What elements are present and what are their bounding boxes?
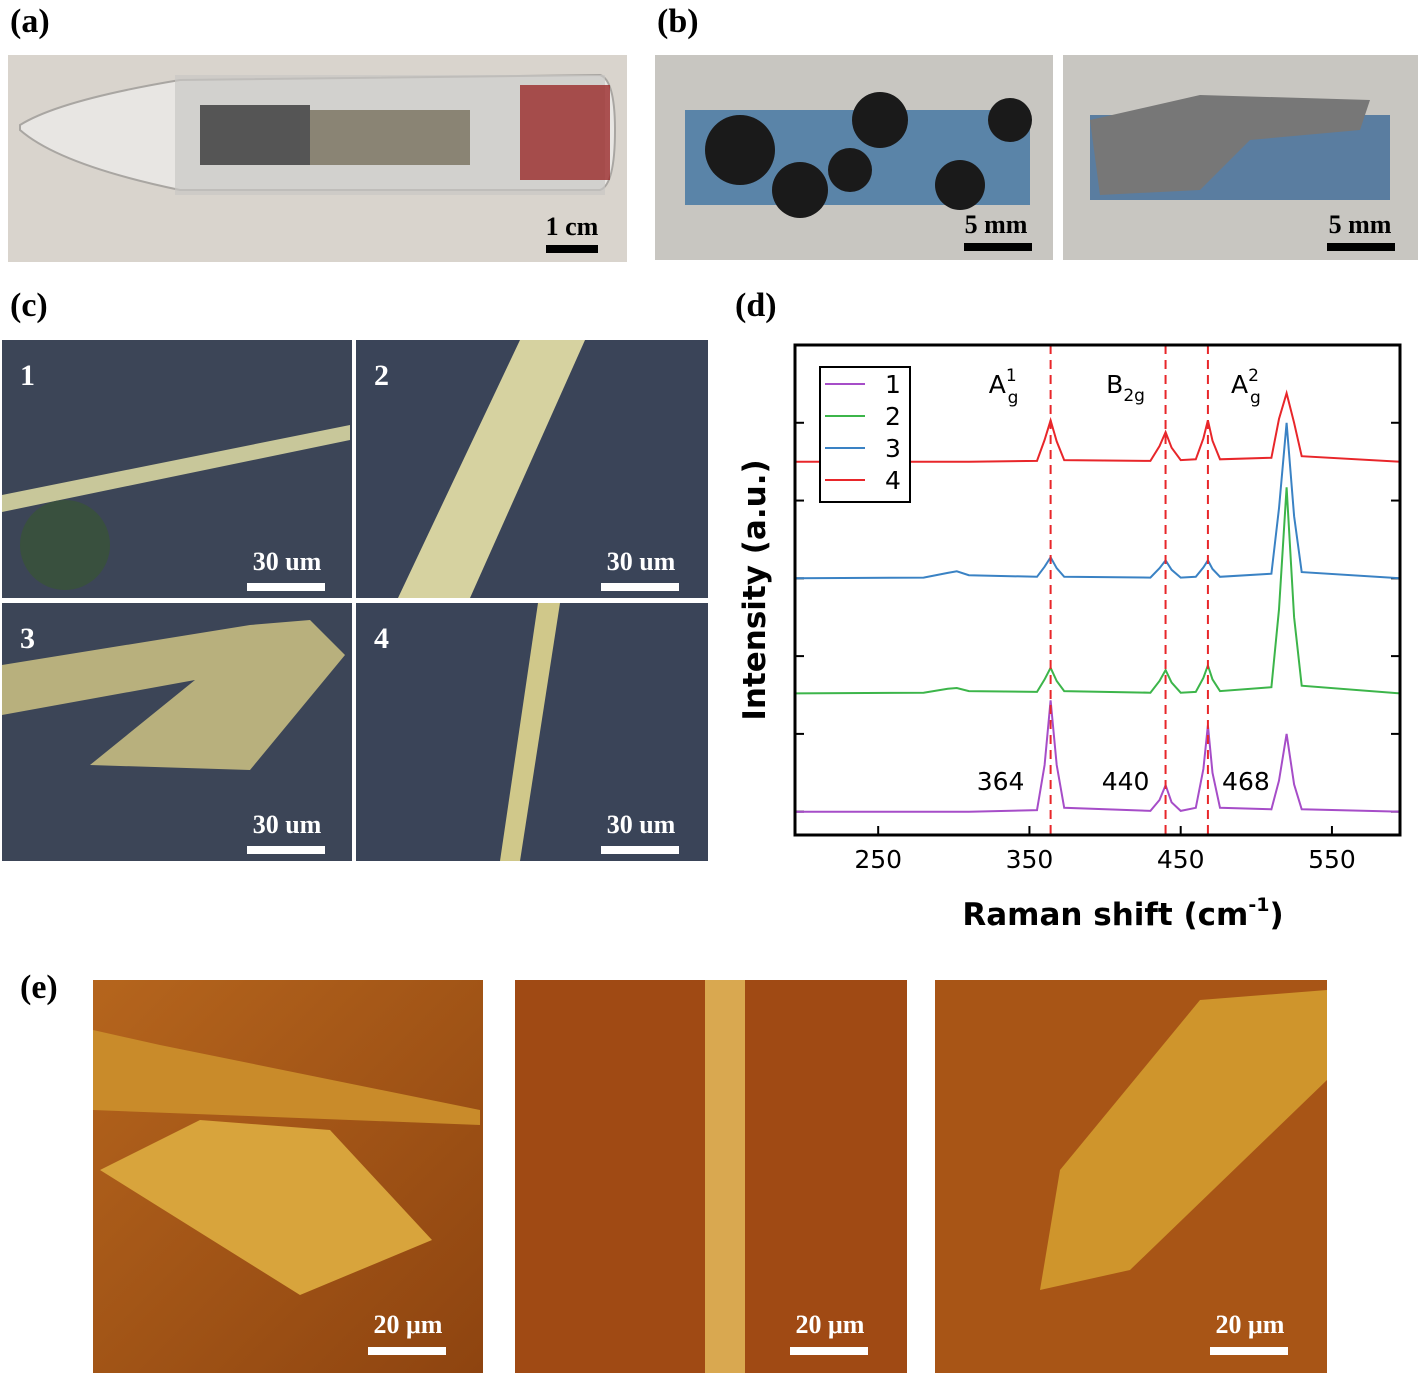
panel-label: (e) xyxy=(20,969,58,1006)
scale-bar xyxy=(247,583,325,591)
mode-base: B xyxy=(1106,370,1123,399)
mode-sub: g xyxy=(1250,388,1261,408)
photo-substrate xyxy=(655,55,1418,260)
x-axis-title: Raman shift (cm-1) xyxy=(962,894,1283,933)
scale-bar xyxy=(790,1347,868,1355)
mode-sub: 2g xyxy=(1123,386,1145,406)
scale-bar-label: 30 um xyxy=(607,810,676,839)
scale-bar-label: 5 mm xyxy=(965,210,1028,239)
x-tick-label: 450 xyxy=(1157,845,1205,874)
panel-label: (b) xyxy=(657,3,699,40)
scale-bar xyxy=(368,1347,446,1355)
mode-sup: 2 xyxy=(1248,366,1259,386)
x-axis-title-text: Raman shift (cm xyxy=(962,897,1248,933)
tile-number: 2 xyxy=(374,359,389,392)
panel-label: (d) xyxy=(735,287,777,324)
photo-ampoule xyxy=(8,55,627,262)
x-tick-label: 250 xyxy=(854,845,902,874)
panel-label: (c) xyxy=(10,287,48,324)
scale-bar xyxy=(1210,1347,1288,1355)
mode-label: A2 g xyxy=(1231,366,1261,408)
peak-label: 468 xyxy=(1222,767,1270,796)
legend-label: 3 xyxy=(885,434,901,463)
tile-number: 3 xyxy=(20,622,35,655)
tile-number: 1 xyxy=(20,359,35,392)
mode-sub: g xyxy=(1008,388,1019,408)
tile-number: 4 xyxy=(374,622,389,655)
mode-label: A1 g xyxy=(989,366,1019,408)
x-axis-title-tail: ) xyxy=(1269,897,1283,933)
mode-sup: 1 xyxy=(1006,366,1017,386)
series-line xyxy=(794,487,1401,695)
legend-label: 4 xyxy=(885,466,901,495)
afm-images xyxy=(93,980,1327,1373)
scale-bar xyxy=(1327,243,1395,251)
mode-base: A xyxy=(1231,370,1248,399)
scale-bar xyxy=(546,245,598,253)
scale-bar xyxy=(601,846,679,854)
x-tick-label: 550 xyxy=(1308,845,1356,874)
scale-bar-label: 30 um xyxy=(607,547,676,576)
scale-bar xyxy=(601,583,679,591)
plot-frame xyxy=(793,343,1402,837)
scale-bar xyxy=(964,243,1032,251)
scale-bar-label: 30 um xyxy=(253,810,322,839)
legend-label: 2 xyxy=(885,402,901,431)
scale-bar-label: 20 μm xyxy=(1216,1310,1285,1339)
mode-label: B2g xyxy=(1106,370,1145,406)
scale-bar-label: 20 μm xyxy=(374,1310,443,1339)
x-axis-title-sup: -1 xyxy=(1248,894,1269,916)
series-line xyxy=(794,422,1401,580)
scale-bar xyxy=(247,846,325,854)
panel-label: (a) xyxy=(10,3,50,40)
series-line xyxy=(795,700,1401,813)
micrographs xyxy=(2,340,708,861)
peak-label: 440 xyxy=(1102,767,1150,796)
peak-label: 364 xyxy=(977,767,1025,796)
legend-label: 1 xyxy=(885,370,901,399)
scale-bar-label: 30 um xyxy=(253,547,322,576)
scale-bar-label: 20 μm xyxy=(796,1310,865,1339)
y-axis-title: Intensity (a.u.) xyxy=(737,459,773,720)
scale-bar-label: 5 mm xyxy=(1329,210,1392,239)
x-tick-label: 350 xyxy=(1006,845,1054,874)
series-line xyxy=(795,389,1401,463)
scale-bar-label: 1 cm xyxy=(546,212,599,241)
mode-base: A xyxy=(989,370,1006,399)
